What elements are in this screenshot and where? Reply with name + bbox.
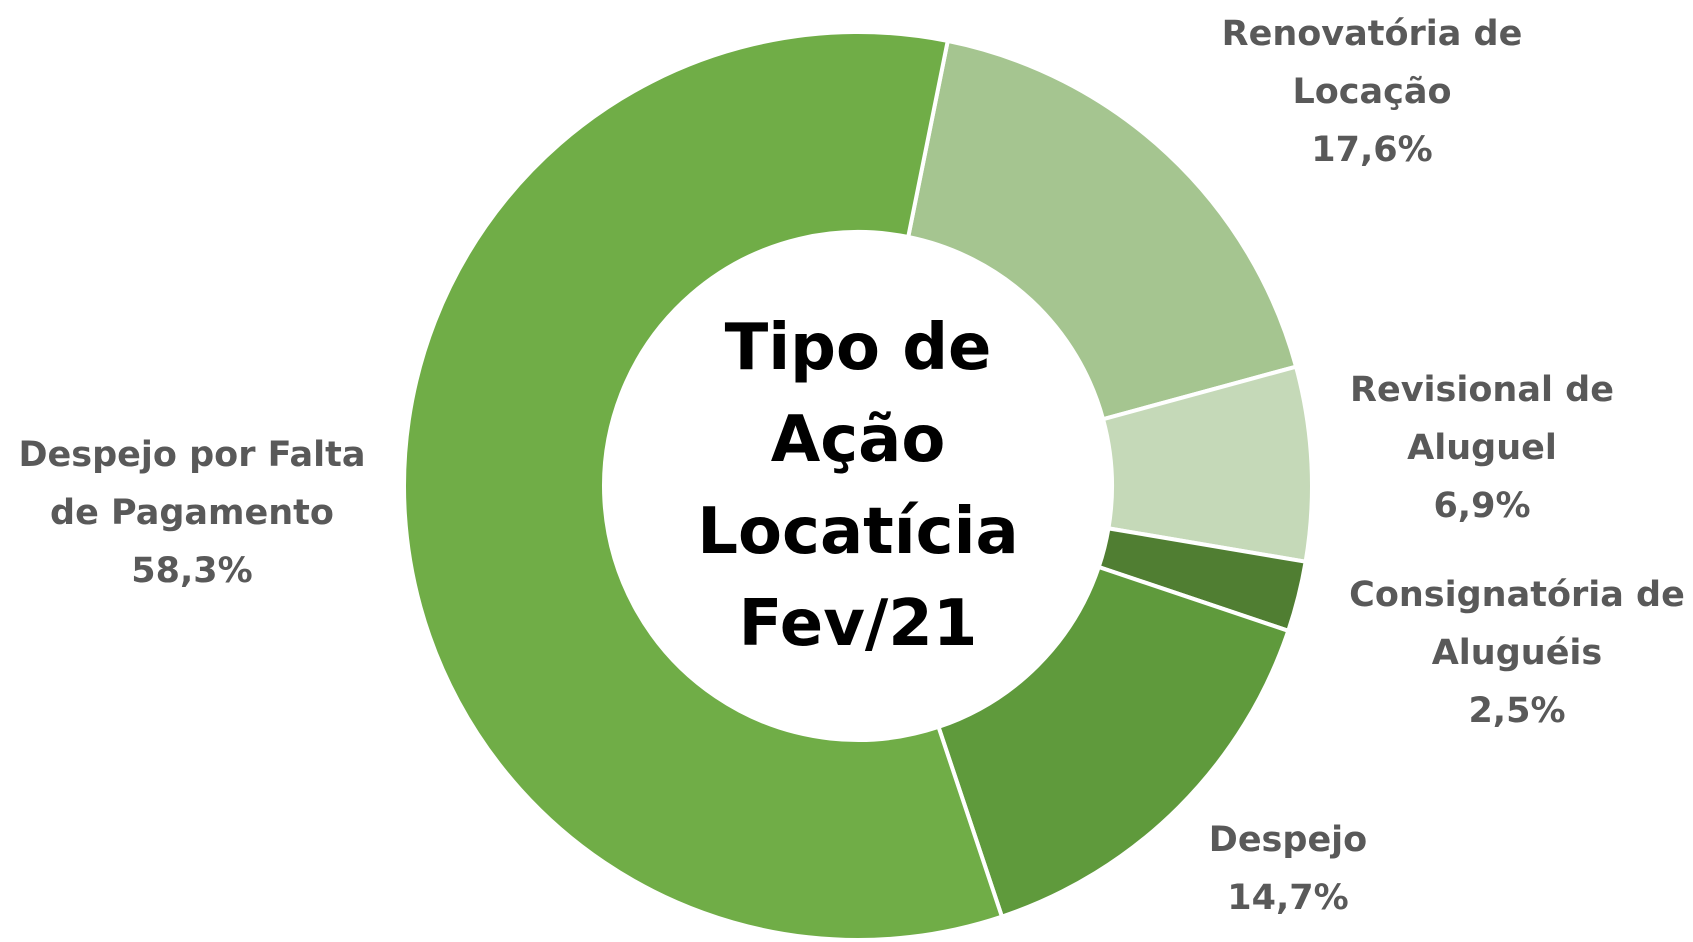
data-label: Despejo 14,7% (1188, 811, 1388, 927)
value-label: 2,5% (1468, 691, 1566, 731)
value-label: 58,3% (131, 551, 253, 591)
slice (402, 30, 1005, 942)
category-label: Revisional de Aluguel (1350, 370, 1614, 468)
category-label: Renovatória de Locação (1221, 14, 1523, 112)
category-label: Despejo por Falta de Pagamento (18, 435, 366, 533)
data-label: Revisional de Aluguel 6,9% (1337, 361, 1627, 535)
slice (935, 564, 1291, 920)
value-label: 17,6% (1311, 130, 1433, 170)
value-label: 6,9% (1433, 486, 1531, 526)
data-label: Renovatória de Locação 17,6% (1207, 5, 1537, 179)
slice (905, 38, 1299, 422)
category-label: Despejo (1208, 820, 1368, 860)
value-label: 14,7% (1227, 878, 1349, 918)
chart-title: Tipo de Ação Locatícia Fev/21 (697, 311, 1019, 661)
data-label: Despejo por Falta de Pagamento 58,3% (7, 426, 377, 600)
category-label: Consignatória de Aluguéis (1349, 575, 1685, 673)
data-label: Consignatória de Aluguéis 2,5% (1347, 566, 1687, 740)
